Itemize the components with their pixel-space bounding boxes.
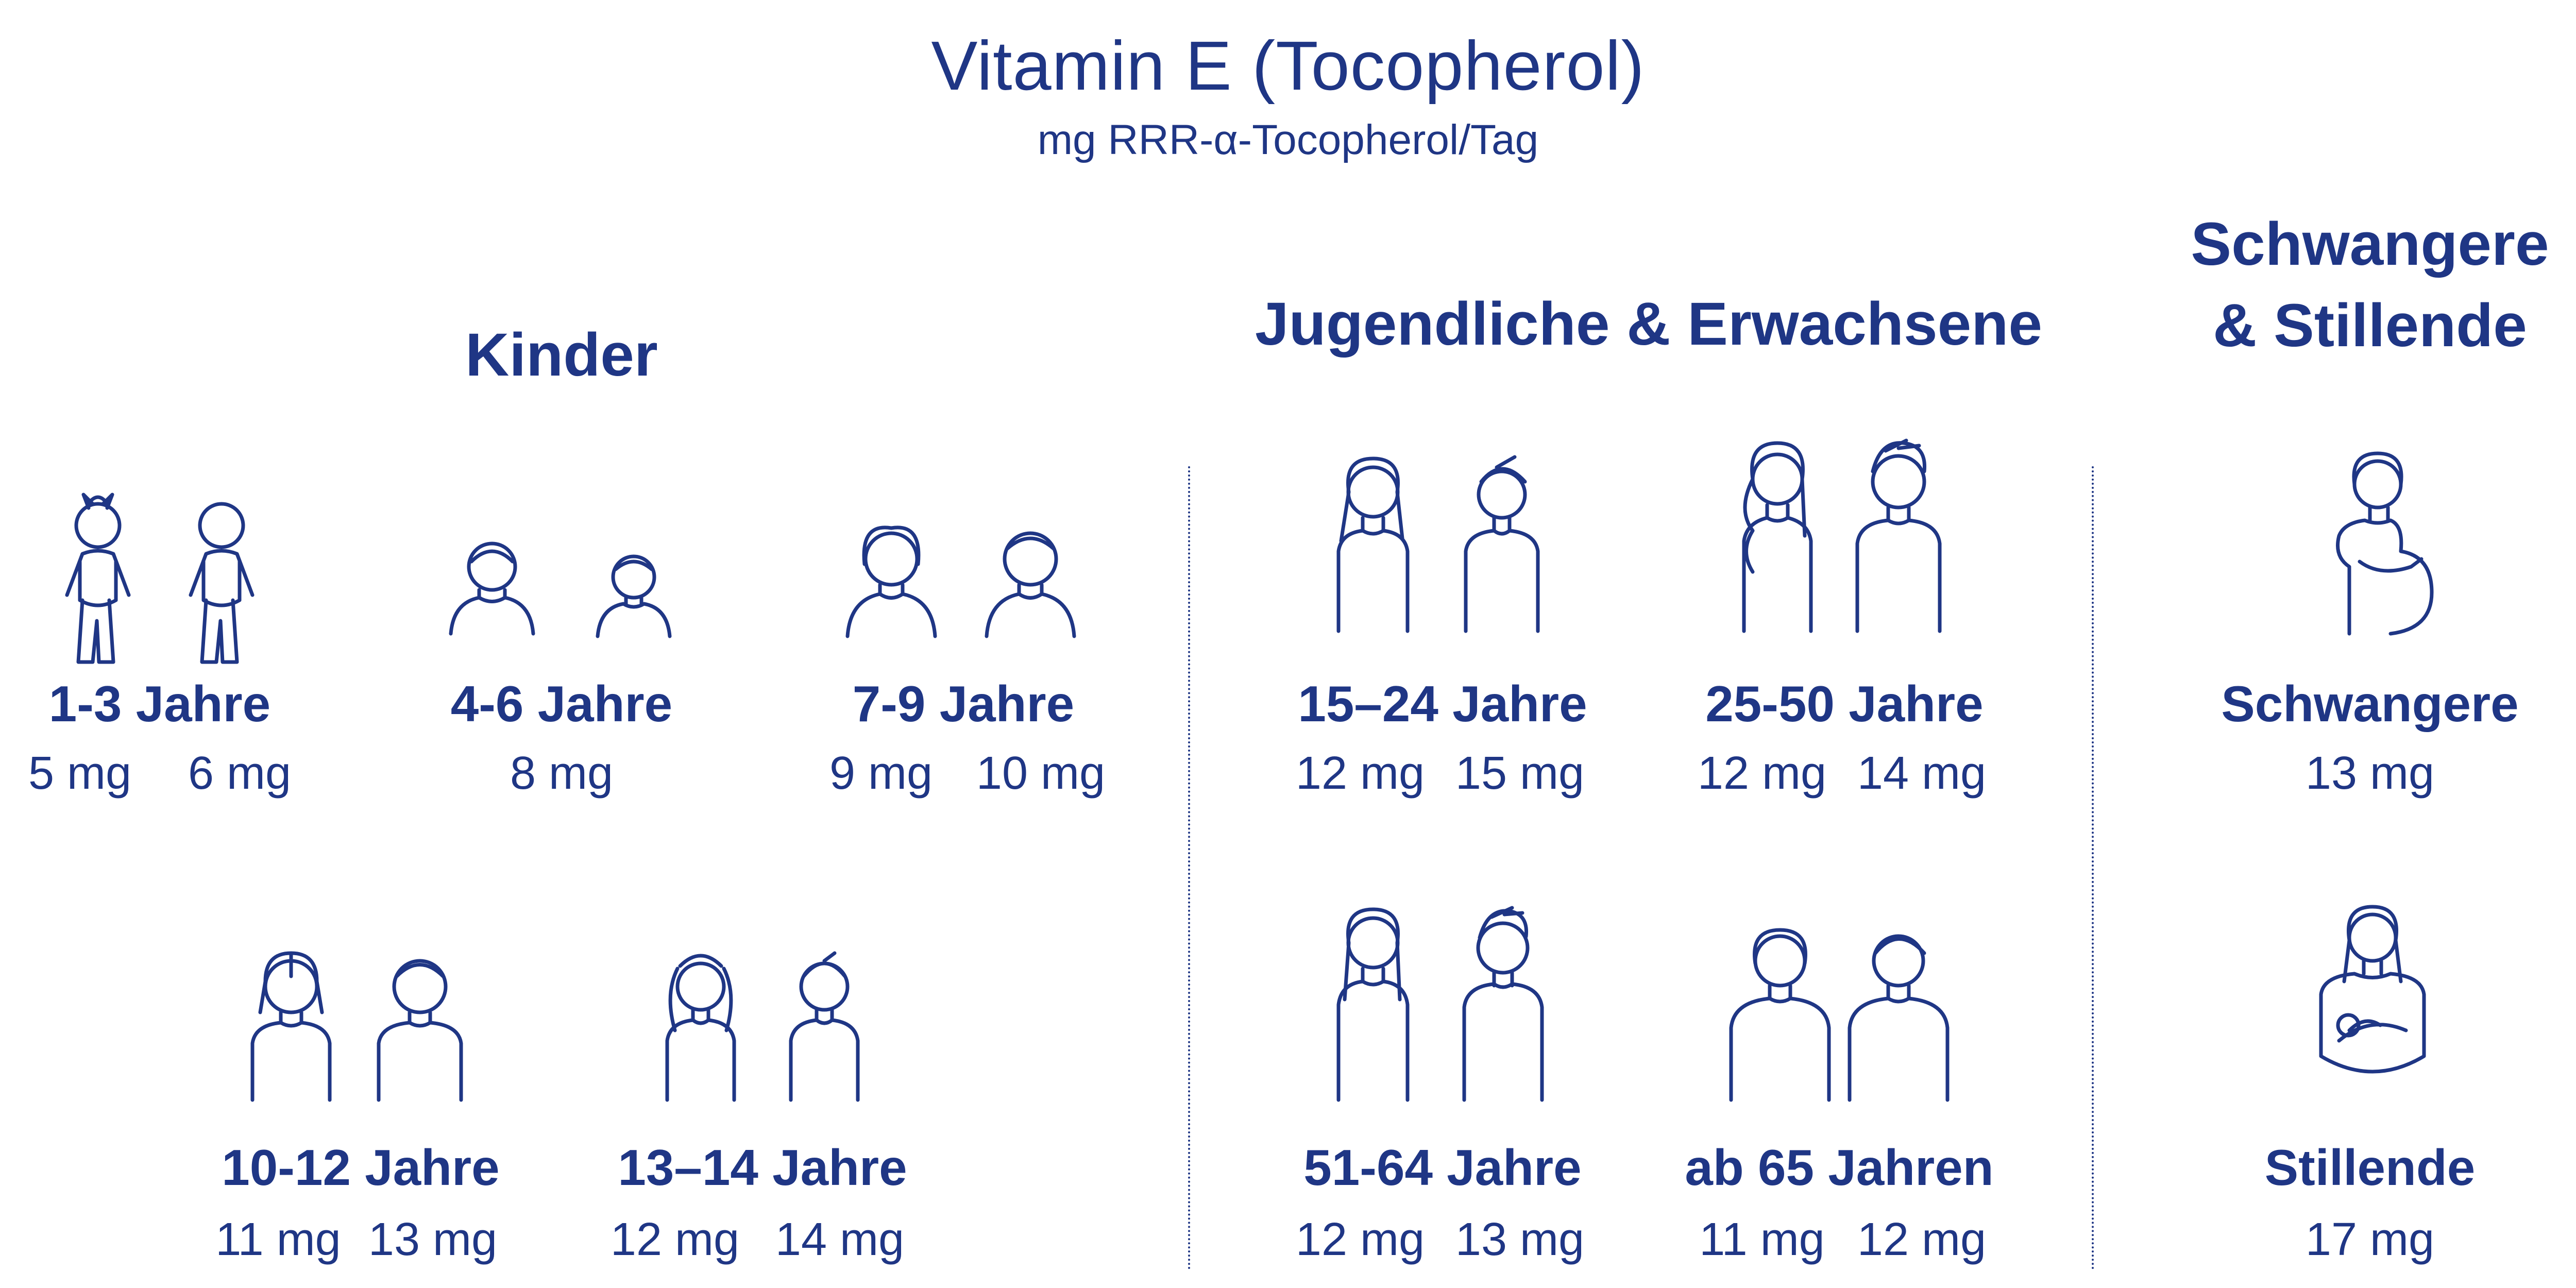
value-male: 10 mg <box>976 748 1106 799</box>
group-label: 15–24 Jahre <box>1298 675 1587 732</box>
group-label: 7-9 Jahre <box>852 675 1075 732</box>
older-man-icon <box>1848 934 1950 1102</box>
group-label: 10-12 Jahre <box>222 1139 500 1196</box>
value-all: 13 mg <box>2305 748 2435 799</box>
value-female: 12 mg <box>1295 748 1425 799</box>
value-all: 17 mg <box>2305 1214 2435 1265</box>
value-male: 12 mg <box>1857 1214 1987 1265</box>
pregnant-woman-icon <box>2336 451 2434 636</box>
group-label: ab 65 Jahren <box>1685 1139 1994 1196</box>
woman-icon <box>1336 907 1410 1102</box>
section-kinder: Kinder <box>465 321 658 389</box>
divider-right <box>2092 466 2094 1270</box>
group-label: 4-6 Jahre <box>450 675 673 732</box>
value-female: 12 mg <box>1295 1214 1425 1265</box>
toddler-boy-icon <box>189 502 255 664</box>
value-female: 12 mg <box>1697 748 1827 799</box>
value-female: 5 mg <box>28 748 132 799</box>
section-jugendliche-erwachsene: Jugendliche & Erwachsene <box>1255 290 2042 358</box>
boy-icon <box>377 959 463 1102</box>
woman-icon <box>1336 456 1410 633</box>
value-female: 9 mg <box>829 748 933 799</box>
divider-left <box>1188 466 1190 1270</box>
girl-pigtails-icon <box>665 954 736 1102</box>
group-label: 25-50 Jahre <box>1705 675 1984 732</box>
man-icon <box>1462 906 1544 1102</box>
value-all: 8 mg <box>510 748 614 799</box>
girl-icon <box>250 951 332 1102</box>
woman-icon <box>1742 441 1813 633</box>
group-label: 13–14 Jahre <box>618 1139 907 1196</box>
section-schwangere-line1: Schwangere <box>2191 210 2549 278</box>
older-woman-icon <box>1729 928 1831 1102</box>
value-male: 6 mg <box>188 748 292 799</box>
value-female: 12 mg <box>610 1214 740 1265</box>
group-label: Stillende <box>2264 1139 2476 1196</box>
boy-icon <box>985 531 1076 638</box>
value-male: 14 mg <box>775 1214 905 1265</box>
group-label: 51-64 Jahre <box>1303 1139 1582 1196</box>
boy-icon <box>789 951 860 1102</box>
page-title: Vitamin E (Tocopherol) <box>931 27 1645 105</box>
man-icon <box>1464 455 1540 633</box>
man-icon <box>1855 438 1942 633</box>
value-male: 15 mg <box>1455 748 1585 799</box>
section-schwangere-line2: & Stillende <box>2213 292 2527 360</box>
group-label: 1-3 Jahre <box>48 675 271 732</box>
value-male: 13 mg <box>1455 1214 1585 1265</box>
girl-icon <box>845 526 937 638</box>
value-female: 11 mg <box>215 1214 341 1265</box>
toddler-girl-icon <box>65 493 131 664</box>
girl-icon <box>449 541 535 636</box>
page-subtitle: mg RRR-α-Tocopherol/Tag <box>1037 116 1539 163</box>
boy-icon <box>596 554 672 638</box>
breastfeeding-woman-icon <box>2319 905 2426 1074</box>
group-label: Schwangere <box>2221 675 2519 732</box>
value-male: 14 mg <box>1857 748 1987 799</box>
value-male: 13 mg <box>368 1214 498 1265</box>
value-female: 11 mg <box>1699 1214 1825 1265</box>
